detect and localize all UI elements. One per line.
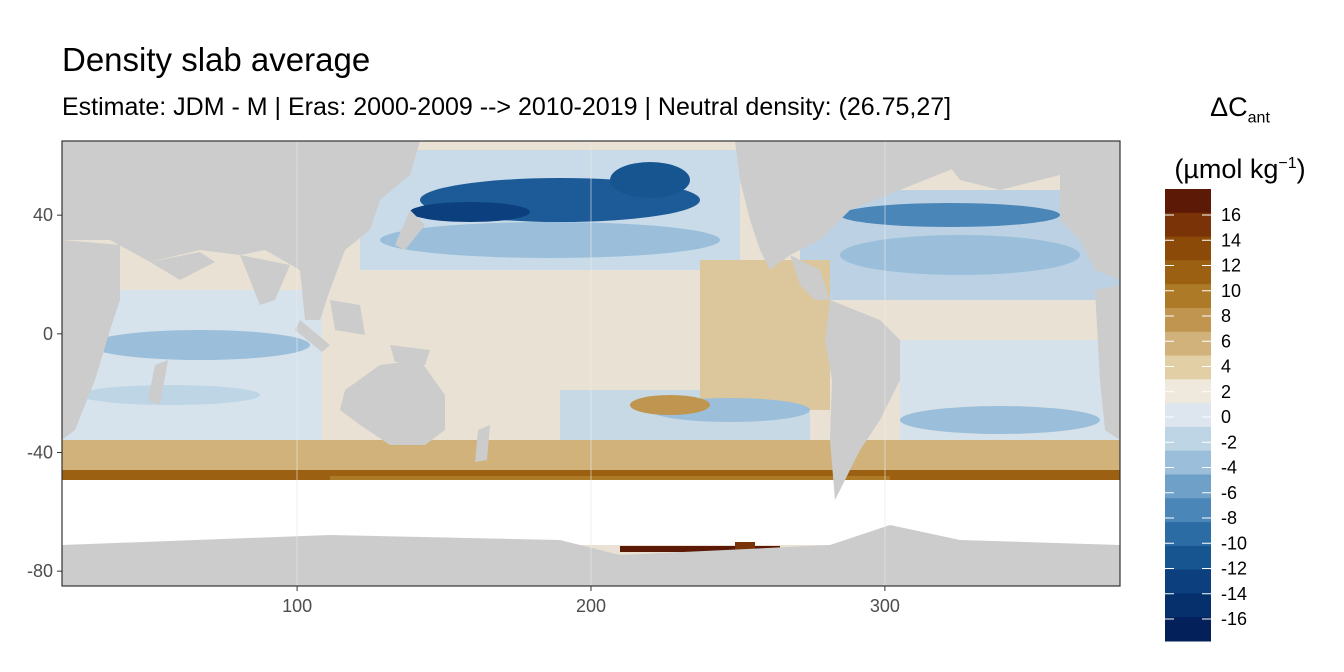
legend-color-step: [1165, 355, 1211, 380]
legend-label: -8: [1221, 508, 1237, 528]
legend-label: 14: [1221, 230, 1241, 250]
land-arabia: [150, 252, 215, 280]
legend-color-step: [1165, 498, 1211, 523]
legend-unit-prefix: (µmol kg: [1174, 154, 1279, 185]
y-tick-label: -80: [27, 561, 53, 581]
legend-label: 4: [1221, 357, 1231, 377]
land-australia: [340, 360, 445, 445]
legend-label: -2: [1221, 432, 1237, 452]
chart-title: Density slab average: [62, 41, 371, 78]
south-atlantic-streak: [900, 406, 1100, 434]
legend-color-step: [1165, 545, 1211, 571]
indian-streak-2: [80, 385, 260, 405]
x-tick-label: 300: [870, 596, 900, 616]
land-madagascar: [148, 360, 168, 405]
land-europe: [1060, 141, 1120, 280]
x-tick-label: 200: [576, 596, 606, 616]
legend-color-step: [1165, 284, 1211, 309]
x-axis: 100 200 300: [282, 586, 900, 616]
legend-color-step: [1165, 450, 1211, 475]
legend-color-step: [1165, 474, 1211, 499]
legend-color-step: [1165, 331, 1211, 357]
legend-colorbar: 16 14 12 10 8 6 4 2 0 -2 -4 -6 -8 -10 -12 -14 -16: [1165, 189, 1247, 642]
north-pacific-core-west: [410, 202, 530, 222]
legend-label: 6: [1221, 331, 1231, 351]
gridlines: [296, 141, 886, 586]
land-greenland: [930, 141, 1080, 190]
land-north-america: [735, 141, 1000, 270]
indian-streak: [90, 330, 310, 360]
legend-color-step: [1165, 426, 1211, 452]
legend-color-step: [1165, 617, 1211, 642]
north-pacific-core-east: [610, 162, 690, 198]
legend-color-step: [1165, 307, 1211, 333]
legend-label: -10: [1221, 533, 1247, 553]
legend-label: 12: [1221, 256, 1241, 276]
legend-color-step: [1165, 189, 1211, 214]
y-tick-label: 0: [43, 324, 53, 344]
map-panel: [62, 141, 1120, 586]
legend-color-step: [1165, 569, 1211, 594]
legend-unit-suffix: ): [1296, 154, 1306, 185]
land-africa: [62, 141, 335, 270]
north-pacific-mid: [380, 222, 720, 258]
legend-label: -12: [1221, 559, 1247, 579]
chart-subtitle: Estimate: JDM - M | Eras: 2000-2009 --> …: [62, 93, 952, 121]
x-tick-label: 100: [282, 596, 312, 616]
amundsen-shelf-patch: [620, 546, 780, 552]
south-pacific-tan-patch: [630, 395, 710, 415]
land-japan: [395, 210, 425, 250]
land-central-america: [790, 255, 830, 300]
y-axis: 40 0 -40 -80: [27, 205, 62, 581]
legend-color-step: [1165, 522, 1211, 547]
land: [62, 141, 1120, 586]
north-atlantic-mid: [840, 235, 1080, 275]
legend-title: ΔCant (µmol kg−1): [1150, 84, 1330, 192]
legend-label: 10: [1221, 281, 1241, 301]
legend-color-step: [1165, 260, 1211, 285]
legend-color-step: [1165, 403, 1211, 428]
land-new-zealand: [475, 425, 490, 462]
north-atlantic-core: [840, 203, 1060, 227]
land-sumatra: [295, 320, 330, 352]
legend-label: -16: [1221, 609, 1247, 629]
land-india: [240, 255, 290, 305]
legend-unit-sup: −1: [1278, 155, 1297, 173]
legend-label: -14: [1221, 584, 1247, 604]
legend-label: 8: [1221, 306, 1231, 326]
legend-title-sub: ant: [1247, 109, 1270, 127]
land-africa-east-wrap: [1095, 285, 1120, 440]
legend-label: 16: [1221, 205, 1241, 225]
legend-label: -6: [1221, 483, 1237, 503]
land-africa-south: [62, 240, 120, 440]
legend-label: 0: [1221, 407, 1231, 427]
legend-label: -4: [1221, 458, 1237, 478]
land-south-america: [825, 300, 900, 500]
legend-label: 2: [1221, 382, 1231, 402]
land-eurasia: [230, 141, 420, 320]
y-tick-label: 40: [33, 205, 53, 225]
y-tick-label: -40: [27, 443, 53, 463]
legend-title-main: ΔC: [1210, 92, 1248, 122]
legend-color-step: [1165, 212, 1211, 238]
legend-color-step: [1165, 593, 1211, 618]
land-borneo: [330, 300, 365, 335]
